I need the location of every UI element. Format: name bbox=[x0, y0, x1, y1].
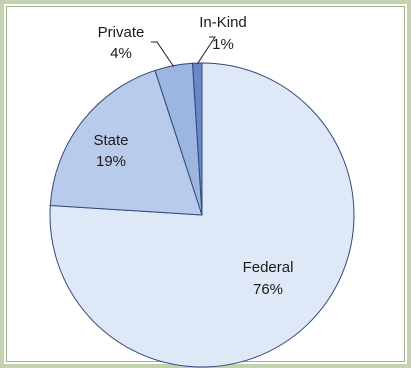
slice-label-state: State bbox=[93, 132, 128, 149]
slice-label-private: Private bbox=[98, 24, 145, 41]
slice-value-federal: 76% bbox=[253, 281, 283, 298]
pie-slices bbox=[49, 62, 355, 368]
slice-value-state: 19% bbox=[96, 153, 126, 170]
slice-value-private: 4% bbox=[110, 45, 132, 62]
pie-slice-federal bbox=[49, 62, 355, 368]
pie-slice-state bbox=[49, 69, 203, 216]
leader-line-private bbox=[151, 41, 175, 67]
leader-line-in-kind bbox=[196, 36, 216, 65]
slice-label-in-kind: In-Kind bbox=[199, 14, 247, 31]
slice-label-federal: Federal bbox=[243, 259, 294, 276]
slice-value-in-kind: 1% bbox=[212, 36, 234, 53]
